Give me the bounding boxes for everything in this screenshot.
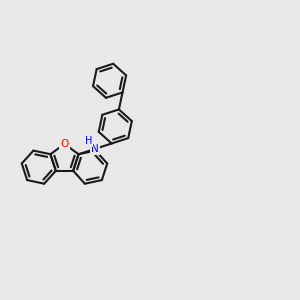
Text: N: N: [91, 144, 99, 154]
Text: O: O: [60, 139, 69, 149]
Text: H: H: [85, 136, 92, 146]
